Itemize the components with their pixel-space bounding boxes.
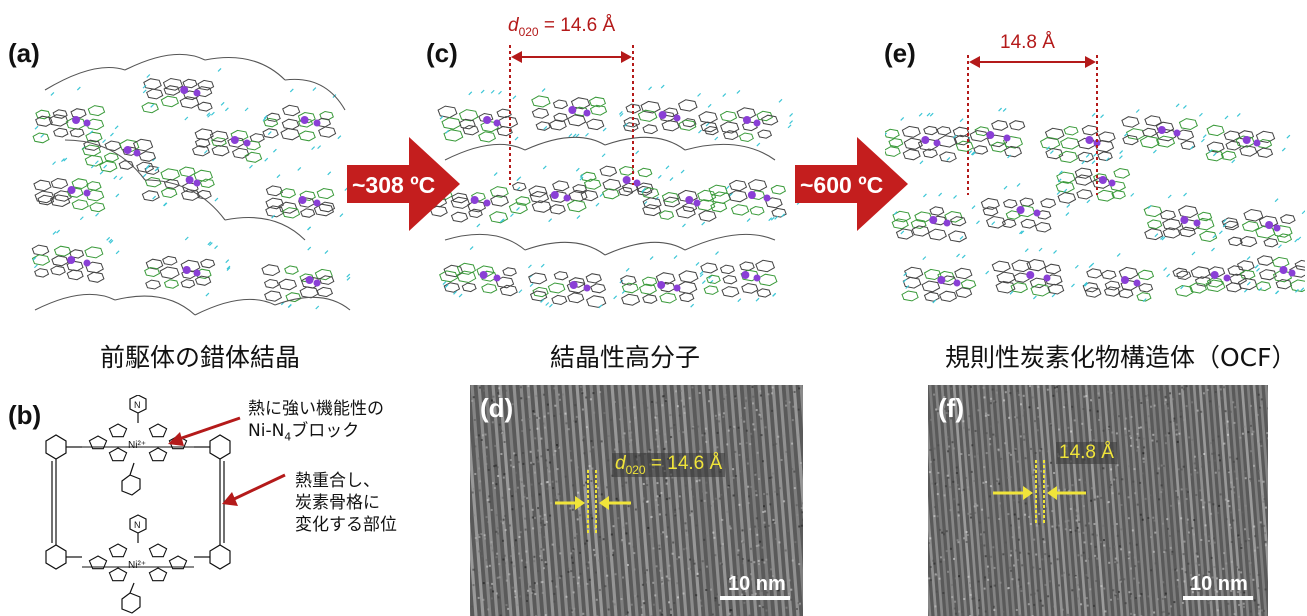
process-arrow-600: ~600 ºC xyxy=(795,137,910,232)
svg-text:Ni²⁺: Ni²⁺ xyxy=(128,440,146,451)
scale-label-d: 10 nm xyxy=(728,573,786,596)
caption-a: 前駆体の錯体結晶 xyxy=(100,338,300,374)
tem-image-d: (d) d020 = 14.6 Å 10 nm xyxy=(470,385,803,616)
panel-label-e: (e) xyxy=(884,38,916,69)
scale-bar-d xyxy=(720,596,790,600)
svg-text:N: N xyxy=(134,400,141,410)
scale-bar-f xyxy=(1183,596,1253,600)
annotation-ni-block: 熱に強い機能性の Ni-N4ブロック xyxy=(248,398,384,448)
dimension-marker-c xyxy=(500,40,650,190)
precursor-crystal-structure xyxy=(5,30,370,330)
tem-image-f: (f) 14.8 Å 10 nm xyxy=(928,385,1268,616)
arrow-label-308: ~308 ºC xyxy=(352,172,435,198)
dimension-label-e: 14.8 Å xyxy=(1000,32,1055,54)
annotation-carbon-site: 熱重合し、 炭素骨格に 変化する部位 xyxy=(295,470,397,536)
arrow-label-600: ~600 ºC xyxy=(800,172,883,198)
scale-label-f: 10 nm xyxy=(1190,573,1248,596)
lattice-label-d: d020 = 14.6 Å xyxy=(612,453,725,477)
lattice-marker-f xyxy=(988,455,1088,535)
lattice-marker-d xyxy=(555,465,645,545)
dimension-label-c: d020 = 14.6 Å xyxy=(508,15,615,39)
panel-label-f: (f) xyxy=(938,393,964,424)
svg-text:N: N xyxy=(134,520,141,530)
panel-label-d: (d) xyxy=(480,393,513,424)
caption-e: 規則性炭素化物構造体（OCF） xyxy=(945,338,1297,374)
svg-text:Ni²⁺: Ni²⁺ xyxy=(128,560,146,571)
dimension-marker-e xyxy=(958,50,1108,200)
caption-c: 結晶性高分子 xyxy=(550,338,700,374)
lattice-label-f: 14.8 Å xyxy=(1056,442,1117,464)
process-arrow-308: ~308 ºC xyxy=(347,137,462,232)
